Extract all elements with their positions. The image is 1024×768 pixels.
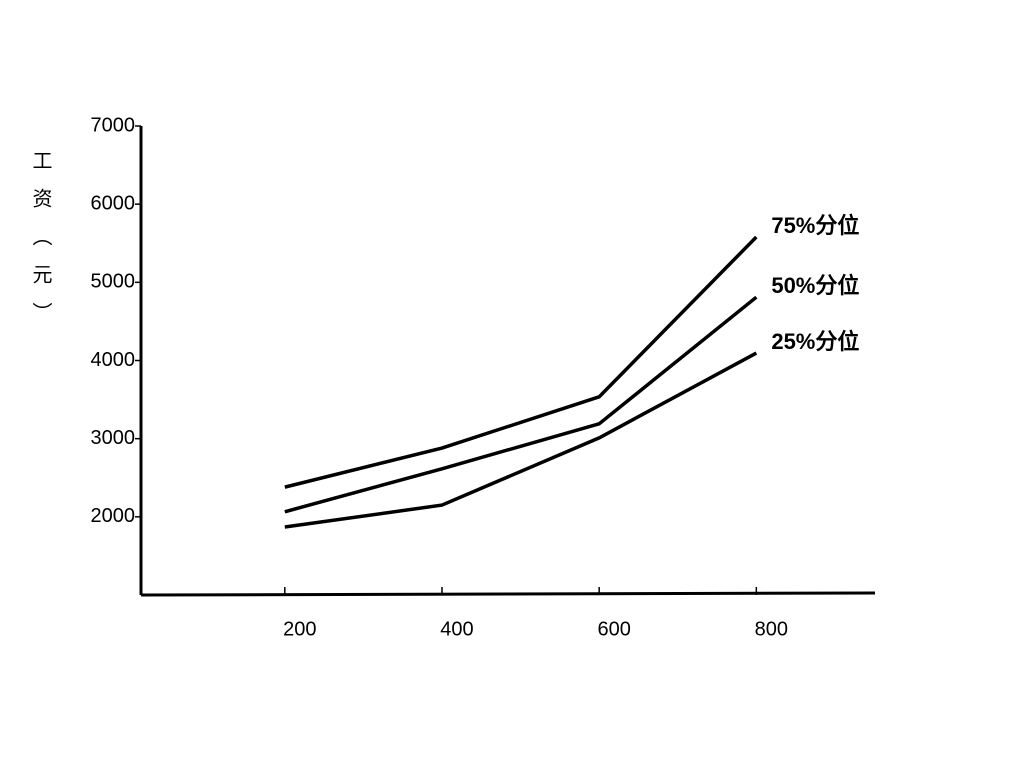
series-line: [284, 351, 758, 529]
y-tick-label: 2000: [91, 505, 136, 527]
series-line: [284, 295, 758, 514]
x-tick-label: 400: [440, 618, 473, 640]
y-tick-label: 7000: [91, 114, 136, 136]
y-tick-label: 3000: [91, 427, 136, 449]
x-axis: [140, 591, 876, 597]
y-tick-label: 4000: [91, 349, 136, 371]
y-tick-label: 6000: [91, 192, 136, 214]
x-tick-label: 800: [755, 618, 788, 640]
series-label: 50%分位: [771, 273, 859, 298]
y-axis-label: 工资（元）: [29, 150, 51, 340]
series-line: [284, 235, 758, 489]
series-label: 75%分位: [771, 213, 859, 238]
y-tick-label: 5000: [91, 271, 136, 293]
x-tick-label: 200: [283, 618, 316, 640]
x-tick-label: 600: [597, 618, 630, 640]
series-label: 25%分位: [771, 329, 859, 354]
